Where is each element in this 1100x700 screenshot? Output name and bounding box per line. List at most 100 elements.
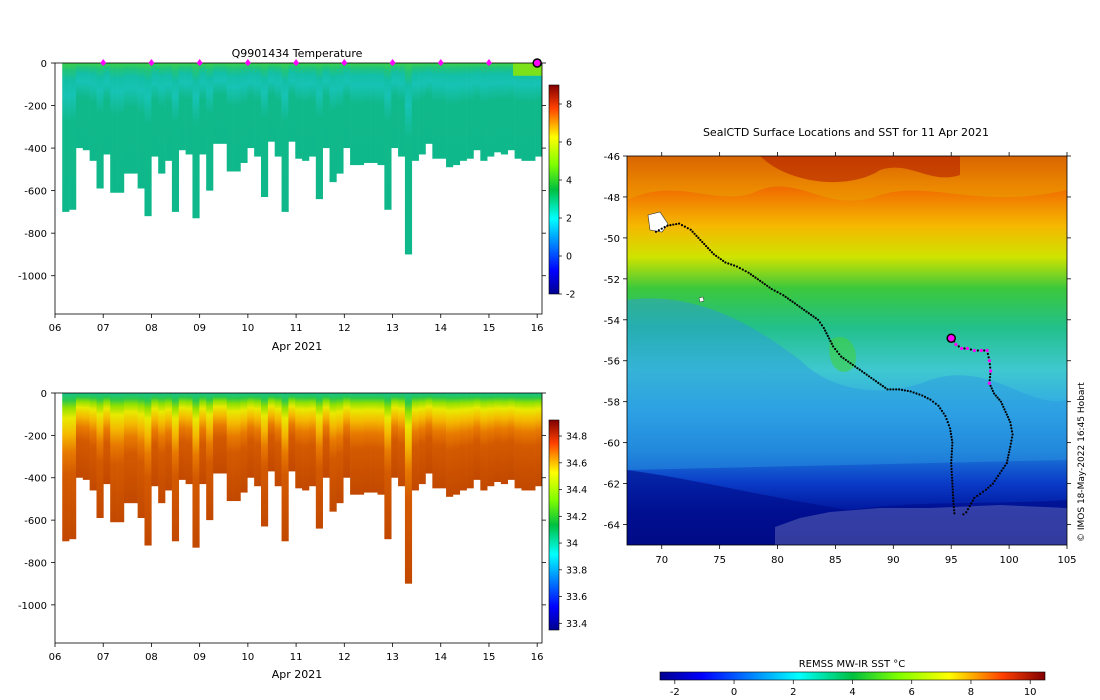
sst-colorbar-tick-label: -2 bbox=[670, 687, 680, 698]
track-point bbox=[886, 388, 889, 391]
profile-column bbox=[226, 393, 234, 502]
profile-column bbox=[487, 63, 495, 157]
profile-marker bbox=[485, 59, 492, 66]
track-point bbox=[686, 227, 689, 230]
profile-column bbox=[466, 393, 474, 489]
recent-track-point bbox=[1006, 415, 1010, 419]
recent-track-point bbox=[969, 348, 972, 351]
track-point bbox=[691, 230, 694, 233]
track-point bbox=[663, 226, 666, 229]
x-tick-label: 07 bbox=[97, 323, 110, 334]
x-tick-label: 11 bbox=[290, 323, 303, 334]
track-point bbox=[807, 312, 810, 315]
colorbar-tick-label: 34.8 bbox=[566, 432, 587, 443]
track-point bbox=[950, 447, 954, 450]
track-point bbox=[950, 464, 953, 468]
profile-column bbox=[336, 393, 344, 504]
track-point bbox=[693, 232, 696, 235]
profile-column bbox=[281, 393, 289, 542]
profile-column bbox=[377, 393, 385, 495]
recent-track-point bbox=[962, 513, 965, 516]
track-point bbox=[699, 238, 702, 242]
track-point bbox=[752, 274, 755, 278]
recent-track-point bbox=[992, 392, 996, 395]
track-point bbox=[816, 318, 820, 321]
track-point bbox=[836, 350, 839, 353]
profile-column bbox=[96, 63, 104, 189]
track-point bbox=[660, 227, 663, 230]
track-point bbox=[950, 476, 954, 479]
track-point bbox=[953, 509, 956, 512]
salinity-x-axis: 06 07 08 09 10 11 12 13 14 15 16 bbox=[49, 643, 544, 663]
recent-track-point bbox=[987, 356, 990, 359]
track-point bbox=[708, 249, 712, 252]
track-point bbox=[949, 432, 953, 436]
recent-track-point bbox=[994, 394, 997, 397]
x-tick-label: 16 bbox=[531, 652, 544, 663]
track-point bbox=[727, 262, 730, 265]
profile-marker bbox=[196, 59, 203, 66]
profile-markers bbox=[100, 58, 542, 68]
profile-column bbox=[363, 393, 371, 493]
current-position-marker bbox=[946, 333, 956, 343]
y-tick-label: -800 bbox=[24, 558, 47, 569]
track-point bbox=[860, 370, 864, 373]
recent-track-point bbox=[984, 488, 988, 491]
map-y-tick-label: -50 bbox=[604, 234, 620, 245]
track-point bbox=[939, 407, 942, 410]
track-point bbox=[773, 289, 776, 292]
profile-column bbox=[404, 63, 413, 255]
track-point bbox=[926, 397, 929, 400]
profile-column bbox=[185, 63, 193, 155]
profile-column bbox=[199, 393, 207, 485]
profile-column bbox=[356, 393, 365, 495]
track-point bbox=[754, 276, 757, 279]
track-point bbox=[710, 251, 714, 254]
recent-track-point bbox=[1003, 408, 1006, 411]
track-point bbox=[895, 388, 898, 391]
recent-track-point bbox=[1000, 469, 1003, 472]
profile-column bbox=[158, 393, 166, 504]
profile-column bbox=[110, 63, 118, 193]
profile-column bbox=[514, 393, 522, 489]
track-point bbox=[706, 247, 710, 250]
y-tick-label: 0 bbox=[41, 389, 47, 400]
track-point bbox=[953, 512, 956, 515]
track-point bbox=[761, 281, 764, 284]
map-y-tick-label: -58 bbox=[604, 398, 620, 409]
recent-track-point bbox=[989, 366, 992, 369]
track-point bbox=[892, 388, 895, 391]
track-point bbox=[733, 264, 736, 267]
recent-track-highlight bbox=[954, 342, 958, 346]
map-x-tick-label: 90 bbox=[887, 555, 900, 566]
recent-track-point bbox=[988, 379, 991, 382]
y-tick-label: -1000 bbox=[18, 601, 47, 612]
track-point bbox=[814, 317, 817, 320]
map-y-tick-label: -54 bbox=[604, 316, 620, 327]
profile-marker bbox=[293, 59, 300, 66]
track-point bbox=[838, 352, 841, 356]
track-point bbox=[672, 223, 675, 226]
x-tick-label: 15 bbox=[483, 323, 496, 334]
track-point bbox=[730, 263, 733, 266]
profile-column bbox=[103, 63, 111, 155]
recent-track-point bbox=[976, 494, 979, 497]
profile-column bbox=[418, 63, 426, 155]
recent-track-point bbox=[990, 387, 993, 390]
track-point bbox=[791, 300, 794, 303]
profile-column bbox=[137, 393, 145, 518]
track-point bbox=[950, 450, 953, 453]
x-tick-label: 06 bbox=[49, 323, 62, 334]
map-y-tick-label: -64 bbox=[604, 521, 620, 532]
track-point bbox=[689, 228, 692, 231]
track-point bbox=[950, 462, 953, 465]
map-x-tick-label: 80 bbox=[771, 555, 784, 566]
profile-marker bbox=[148, 59, 155, 66]
profile-column bbox=[69, 63, 77, 210]
profile-column bbox=[528, 63, 536, 161]
profile-column bbox=[322, 393, 330, 478]
x-tick-label: 10 bbox=[242, 652, 255, 663]
sst-colorbar-tick-label: 10 bbox=[1024, 687, 1037, 698]
profile-column bbox=[260, 393, 269, 527]
track-point bbox=[818, 321, 822, 324]
